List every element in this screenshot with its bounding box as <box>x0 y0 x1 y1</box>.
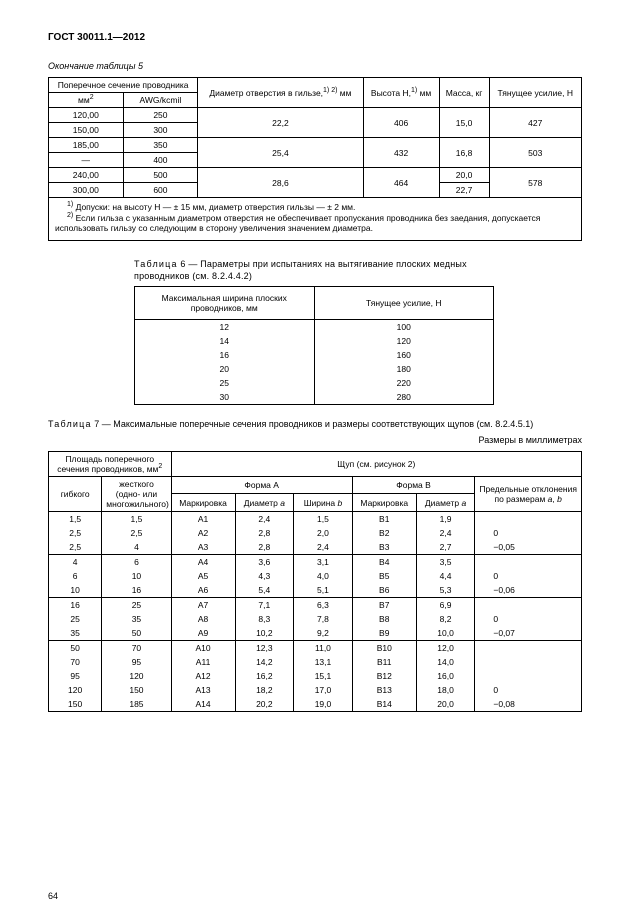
t6-col2: Тянущее усилие, Н <box>314 287 494 320</box>
table-row: 2535A88,37,8B88,20 <box>49 612 582 626</box>
t7-diaB: Диаметр a <box>416 494 475 512</box>
table7: Площадь поперечного сечения проводников,… <box>48 451 582 712</box>
table-row: 7095A1114,213,1B1114,0 <box>49 655 582 669</box>
t5-fn1: 1) Допуски: на высоту H — ± 15 мм, диаме… <box>55 202 575 213</box>
table-row: 610A54,34,0B54,40 <box>49 569 582 583</box>
t5-col-mm2: мм2 <box>49 93 124 108</box>
table-row: 1625A77,16,3B76,9 <box>49 597 582 612</box>
table6: Максимальная ширина плоских проводников,… <box>134 286 494 405</box>
t7-markA: Маркировка <box>171 494 235 512</box>
table-row: 5070A1012,311,0B1012,0 <box>49 640 582 655</box>
t7-markB: Маркировка <box>352 494 416 512</box>
table5-caption: Окончание таблицы 5 <box>48 61 582 71</box>
t7-flex: гибкого <box>49 476 102 511</box>
t7-area: Площадь поперечного сечения проводников,… <box>49 451 172 476</box>
t5-footnotes: 1) Допуски: на высоту H — ± 15 мм, диаме… <box>48 198 582 241</box>
doc-header: ГОСТ 30011.1—2012 <box>48 32 582 43</box>
table-row: 3550A910,29,2B910,0−0,07 <box>49 626 582 641</box>
t7-tol: Предельные отклонения по размерам a, b <box>475 476 582 511</box>
table-row: 120150A1318,217,0B1318,00 <box>49 683 582 697</box>
table-row: 120,0025022,240615,0427 <box>49 108 582 123</box>
table-row: 150185A1420,219,0B1420,0−0,08 <box>49 697 582 712</box>
t7-formA: Форма A <box>171 476 352 494</box>
t5-col-pull: Тянущее усилие, Н <box>489 78 581 108</box>
t5-col-awg: AWG/kcmil <box>123 93 198 108</box>
t6-col1: Максимальная ширина плоских проводников,… <box>135 287 315 320</box>
table-row: 20180 <box>135 362 494 376</box>
table-row: 25220 <box>135 376 494 390</box>
table-row: 14120 <box>135 334 494 348</box>
page-number: 64 <box>48 891 58 901</box>
table6-caption: Таблица 6 — Параметры при испытаниях на … <box>134 259 494 282</box>
table-row: 240,0050028,646420,0578 <box>49 168 582 183</box>
table7-caption: Таблица 7 — Максимальные поперечные сече… <box>48 419 582 431</box>
table7-units: Размеры в миллиметрах <box>48 435 582 445</box>
table-row: 1016A65,45,1B65,3−0,06 <box>49 583 582 598</box>
table-row: 16160 <box>135 348 494 362</box>
t7-probe: Щуп (см. рисунок 2) <box>171 451 581 476</box>
t7-formB: Форма B <box>352 476 475 494</box>
t7-rigid: жесткого (одно- или многожильного) <box>102 476 171 511</box>
t7-widA: Ширина b <box>294 494 353 512</box>
table-row: 2,54A32,82,4B32,7−0,05 <box>49 540 582 555</box>
t5-fn2: 2) Если гильза с указанным диаметром отв… <box>55 213 575 234</box>
table-row: 46A43,63,1B43,5 <box>49 554 582 569</box>
t5-col-height: Высота H,1) мм <box>363 78 439 108</box>
table-row: 2,52,5A22,82,0B22,40 <box>49 526 582 540</box>
table-row: 1,51,5A12,41,5B11,9 <box>49 511 582 526</box>
t5-col-hole: Диаметр отверстия в гильзе,1) 2) мм <box>198 78 363 108</box>
table-row: 30280 <box>135 390 494 405</box>
t7-diaA: Диаметр a <box>235 494 294 512</box>
table-row: 12100 <box>135 320 494 335</box>
table-row: 185,0035025,443216,8503 <box>49 138 582 153</box>
table-row: 95120A1216,215,1B1216,0 <box>49 669 582 683</box>
t5-col-mass: Масса, кг <box>439 78 489 108</box>
table5: Поперечное сечение проводника Диаметр от… <box>48 77 582 198</box>
t5-col-cross: Поперечное сечение проводника <box>49 78 198 93</box>
